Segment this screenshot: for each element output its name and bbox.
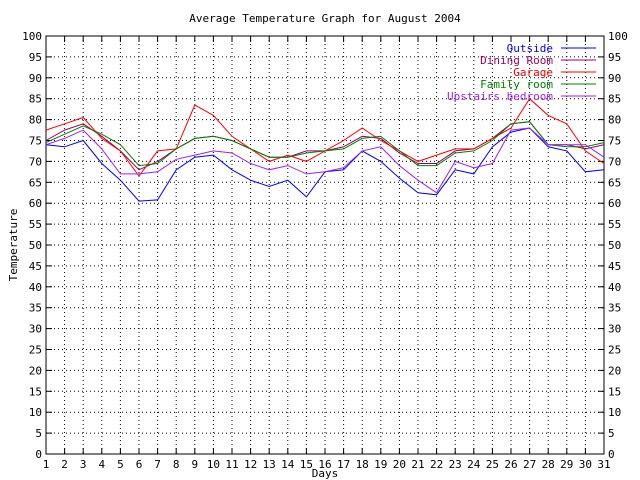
y-tick-label-right: 80: [608, 114, 621, 127]
y-axis-label: Temperature: [7, 209, 20, 282]
y-tick-label-right: 70: [608, 155, 621, 168]
y-tick-label-left: 35: [29, 302, 42, 315]
legend-label-dining-room: Dining Room: [480, 54, 553, 67]
y-tick-label-right: 55: [608, 218, 621, 231]
x-tick-label: 13: [263, 458, 276, 471]
y-tick-label-right: 85: [608, 93, 621, 106]
y-tick-label-right: 20: [608, 364, 621, 377]
y-tick-label-right: 0: [608, 448, 615, 461]
x-tick-label: 11: [225, 458, 238, 471]
y-tick-label-right: 65: [608, 176, 621, 189]
x-tick-label: 6: [136, 458, 143, 471]
y-tick-label-left: 90: [29, 72, 42, 85]
y-tick-label-right: 90: [608, 72, 621, 85]
x-tick-label: 22: [430, 458, 443, 471]
chart-title: Average Temperature Graph for August 200…: [189, 12, 461, 25]
y-tick-label-left: 10: [29, 406, 42, 419]
x-tick-label: 15: [300, 458, 313, 471]
legend-label-upstairs-bedroom: Upstairs bedroom: [447, 90, 553, 103]
y-tick-label-left: 55: [29, 218, 42, 231]
y-tick-label-left: 5: [35, 427, 42, 440]
series-layer: [45, 97, 605, 202]
y-tick-label-left: 20: [29, 364, 42, 377]
series-line-upstairs-bedroom: [45, 127, 605, 194]
y-tick-label-right: 45: [608, 260, 621, 273]
y-tick-label-left: 100: [22, 30, 42, 43]
x-tick-label: 30: [579, 458, 592, 471]
x-tick-label: 5: [117, 458, 124, 471]
x-tick-label: 16: [318, 458, 331, 471]
y-tick-label-right: 75: [608, 135, 621, 148]
x-tick-label: 18: [356, 458, 369, 471]
y-tick-label-left: 40: [29, 281, 42, 294]
x-tick-label: 7: [154, 458, 161, 471]
x-tick-label: 10: [207, 458, 220, 471]
x-tick-label: 4: [98, 458, 105, 471]
x-tick-label: 8: [173, 458, 180, 471]
x-tick-label: 17: [337, 458, 350, 471]
y-tick-label-left: 70: [29, 155, 42, 168]
grid-layer: [46, 36, 604, 454]
x-tick-label: 20: [393, 458, 406, 471]
y-tick-label-right: 60: [608, 197, 621, 210]
y-tick-label-left: 30: [29, 323, 42, 336]
y-tick-label-left: 45: [29, 260, 42, 273]
x-tick-label: 26: [504, 458, 517, 471]
x-tick-label: 24: [467, 458, 481, 471]
x-tick-label: 9: [191, 458, 198, 471]
y-tick-label-left: 15: [29, 385, 42, 398]
y-tick-label-right: 40: [608, 281, 621, 294]
x-tick-label: 12: [244, 458, 257, 471]
y-tick-label-left: 95: [29, 51, 42, 64]
y-tick-label-right: 50: [608, 239, 621, 252]
y-tick-label-left: 65: [29, 176, 42, 189]
y-tick-label-right: 30: [608, 323, 621, 336]
y-tick-label-left: 50: [29, 239, 42, 252]
y-tick-label-right: 100: [608, 30, 628, 43]
x-tick-label: 14: [281, 458, 295, 471]
y-tick-label-left: 60: [29, 197, 42, 210]
series-line-family-room: [45, 121, 605, 167]
x-tick-label: 25: [486, 458, 499, 471]
x-tick-label: 28: [542, 458, 555, 471]
y-tick-label-left: 75: [29, 135, 42, 148]
y-tick-label-right: 10: [608, 406, 621, 419]
x-tick-label: 2: [61, 458, 68, 471]
x-tick-label: 3: [80, 458, 87, 471]
y-tick-label-right: 95: [608, 51, 621, 64]
y-tick-label-right: 15: [608, 385, 621, 398]
legend-label-family-room: Family room: [480, 78, 553, 91]
y-tick-label-left: 85: [29, 93, 42, 106]
x-tick-label: 21: [411, 458, 424, 471]
x-tick-label: 31: [597, 458, 610, 471]
x-tick-label: 19: [374, 458, 387, 471]
y-tick-label-right: 5: [608, 427, 615, 440]
x-axis-label: Days: [312, 467, 339, 480]
y-tick-label-right: 35: [608, 302, 621, 315]
x-tick-label: 29: [560, 458, 573, 471]
legend-label-outside: Outside: [507, 42, 553, 55]
y-tick-label-left: 80: [29, 114, 42, 127]
y-tick-label-right: 25: [608, 344, 621, 357]
y-tick-label-left: 25: [29, 344, 42, 357]
x-tick-label: 23: [449, 458, 462, 471]
legend-label-garage: Garage: [513, 66, 553, 79]
x-tick-label: 1: [43, 458, 50, 471]
x-tick-label: 27: [523, 458, 536, 471]
y-tick-label-left: 0: [35, 448, 42, 461]
